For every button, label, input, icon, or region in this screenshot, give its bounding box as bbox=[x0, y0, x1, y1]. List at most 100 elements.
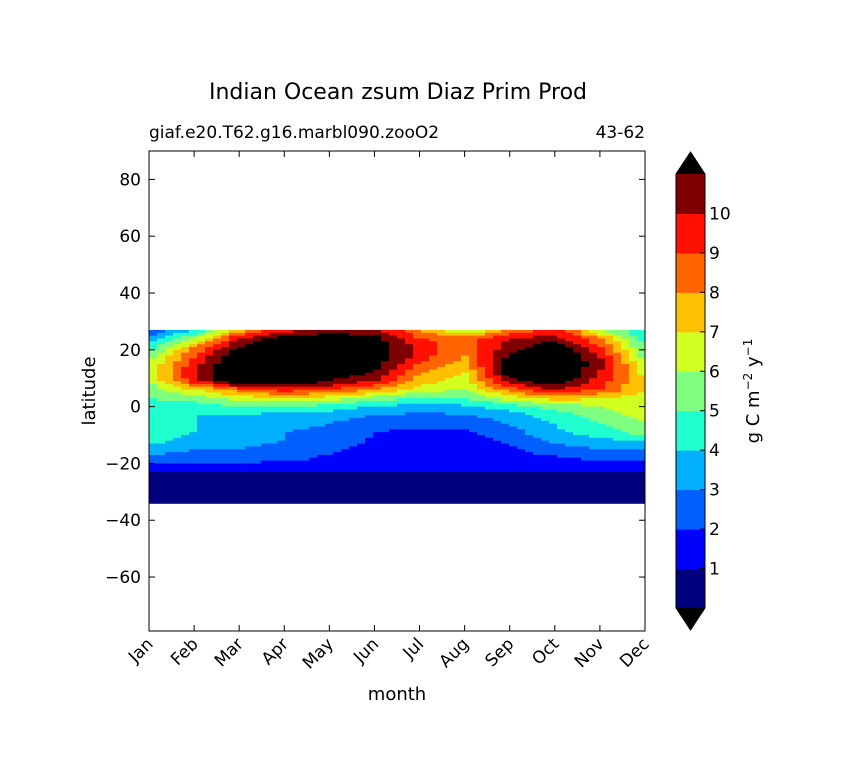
heatmap-cell bbox=[389, 338, 398, 342]
heatmap-cell bbox=[253, 500, 262, 504]
heatmap-cell bbox=[613, 364, 622, 368]
heatmap-cell bbox=[413, 491, 422, 496]
heatmap-cell bbox=[429, 491, 438, 496]
heatmap-cell bbox=[493, 395, 502, 399]
heatmap-cell bbox=[629, 497, 638, 501]
heatmap-cell bbox=[269, 494, 278, 499]
heatmap-cell bbox=[157, 435, 166, 439]
heatmap-cell bbox=[165, 480, 174, 484]
heatmap-cell bbox=[405, 329, 414, 334]
heatmap-cell bbox=[381, 381, 390, 385]
heatmap-cell bbox=[509, 389, 518, 394]
heatmap-cell bbox=[461, 435, 470, 439]
heatmap-cell bbox=[493, 463, 502, 467]
heatmap-cell bbox=[381, 400, 390, 405]
heatmap-cell bbox=[205, 483, 214, 487]
heatmap-cell bbox=[549, 395, 558, 399]
heatmap-cell bbox=[581, 341, 590, 345]
heatmap-cell bbox=[573, 443, 582, 447]
heatmap-cell bbox=[573, 335, 582, 340]
heatmap-cell bbox=[413, 355, 422, 359]
heatmap-cell bbox=[325, 332, 334, 337]
heatmap-cell bbox=[357, 463, 366, 467]
heatmap-cell bbox=[333, 420, 342, 425]
heatmap-cell bbox=[621, 483, 630, 487]
heatmap-cell bbox=[405, 361, 414, 365]
heatmap-cell bbox=[269, 366, 278, 371]
heatmap-cell bbox=[149, 361, 158, 365]
heatmap-cell bbox=[253, 494, 262, 499]
heatmap-cell bbox=[445, 409, 454, 413]
heatmap-cell bbox=[293, 440, 302, 445]
heatmap-cell bbox=[261, 403, 270, 408]
heatmap-cell bbox=[533, 346, 542, 351]
heatmap-cell bbox=[205, 364, 214, 368]
heatmap-cell bbox=[533, 454, 542, 459]
heatmap-cell bbox=[373, 389, 382, 394]
heatmap-cell bbox=[397, 466, 406, 470]
heatmap-cell bbox=[477, 369, 486, 374]
heatmap-cell bbox=[373, 406, 382, 411]
heatmap-cell bbox=[477, 392, 486, 396]
heatmap-cell bbox=[269, 335, 278, 340]
heatmap-cell bbox=[149, 449, 158, 453]
heatmap-cell bbox=[509, 409, 518, 413]
heatmap-cell bbox=[341, 386, 350, 391]
heatmap-cell bbox=[429, 400, 438, 405]
heatmap-cell bbox=[189, 457, 198, 462]
heatmap-cell bbox=[213, 349, 222, 354]
heatmap-cell bbox=[597, 375, 606, 379]
heatmap-cell bbox=[229, 412, 238, 416]
heatmap-cell bbox=[245, 352, 254, 357]
heatmap-cell bbox=[269, 412, 278, 416]
heatmap-cell bbox=[605, 386, 614, 391]
heatmap-cell bbox=[405, 355, 414, 359]
heatmap-cell bbox=[309, 412, 318, 416]
heatmap-cell bbox=[325, 454, 334, 459]
heatmap-cell bbox=[301, 466, 310, 470]
heatmap-cell bbox=[469, 349, 478, 354]
heatmap-cell bbox=[389, 469, 398, 473]
heatmap-cell bbox=[157, 446, 166, 450]
heatmap-cell bbox=[573, 463, 582, 467]
heatmap-cell bbox=[613, 469, 622, 473]
heatmap-cell bbox=[253, 474, 262, 479]
heatmap-cell bbox=[365, 457, 374, 462]
heatmap-cell bbox=[333, 352, 342, 357]
heatmap-cell bbox=[285, 491, 294, 496]
heatmap-cell bbox=[557, 432, 566, 436]
heatmap-cell bbox=[277, 355, 286, 359]
y-tick-label: −60 bbox=[105, 568, 141, 588]
heatmap-cell bbox=[397, 435, 406, 439]
heatmap-cell bbox=[621, 432, 630, 436]
heatmap-cell bbox=[629, 432, 638, 436]
heatmap-cell bbox=[613, 375, 622, 379]
heatmap-cell bbox=[613, 381, 622, 385]
heatmap-cell bbox=[165, 338, 174, 342]
heatmap-cell bbox=[533, 452, 542, 456]
heatmap-cell bbox=[157, 500, 166, 504]
heatmap-cell bbox=[637, 372, 645, 376]
colorbar-swatch bbox=[676, 174, 705, 214]
heatmap-cell bbox=[469, 412, 478, 416]
heatmap-cell bbox=[597, 494, 606, 499]
heatmap-cell bbox=[597, 454, 606, 459]
heatmap-cell bbox=[325, 329, 334, 334]
heatmap-cell bbox=[165, 355, 174, 359]
heatmap-cell bbox=[485, 386, 494, 391]
heatmap-cell bbox=[197, 386, 206, 391]
heatmap-cell bbox=[525, 491, 534, 496]
heatmap-cell bbox=[181, 335, 190, 340]
heatmap-cell bbox=[165, 403, 174, 408]
heatmap-cell bbox=[541, 341, 550, 345]
heatmap-cell bbox=[333, 426, 342, 430]
heatmap-cell bbox=[381, 423, 390, 428]
heatmap-cell bbox=[269, 386, 278, 391]
heatmap-cell bbox=[565, 395, 574, 399]
heatmap-cell bbox=[245, 344, 254, 348]
heatmap-cell bbox=[421, 460, 430, 465]
heatmap-cell bbox=[621, 435, 630, 439]
heatmap-cell bbox=[437, 412, 446, 416]
heatmap-cell bbox=[581, 437, 590, 442]
heatmap-cell bbox=[157, 335, 166, 340]
